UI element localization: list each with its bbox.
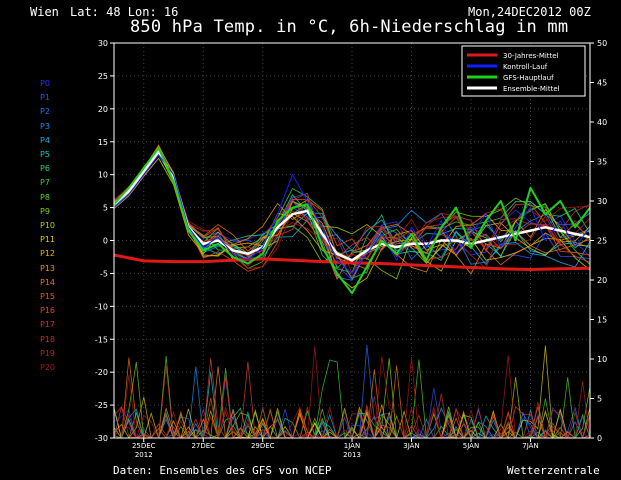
legend-label: Ensemble-Mittel (503, 85, 560, 93)
series-30-jahres-mittel (113, 253, 591, 271)
legend-label: Kontroll-Lauf (503, 63, 548, 71)
series-gfs-hauptlauf (113, 147, 591, 295)
left-tick-label: -5 (100, 269, 108, 278)
member-line (113, 146, 591, 270)
member-label: P6 (40, 164, 50, 174)
member-label: P1 (40, 93, 50, 103)
x-tick-label: 25DEC (132, 442, 156, 450)
left-tick-label: 20 (98, 105, 108, 114)
member-label: P7 (40, 178, 50, 188)
right-tick-label: 0 (597, 434, 602, 443)
highlighted-series (113, 147, 591, 295)
member-label: P12 (40, 249, 56, 259)
member-label: P17 (40, 320, 56, 330)
series-kontroll-lauf (113, 154, 591, 274)
member-label: P14 (40, 277, 56, 287)
left-tick-label: -30 (95, 434, 108, 443)
left-tick-label: -25 (95, 401, 108, 410)
x-tick-sublabel: 2013 (343, 451, 361, 459)
member-label: P19 (40, 348, 56, 358)
x-tick-label: 1JAN (344, 442, 360, 450)
legend-label: GFS-Hauptlauf (503, 74, 554, 82)
right-tick-label: 50 (597, 39, 607, 48)
member-label: P4 (40, 135, 50, 145)
axis-ticks: 302520151050-5-10-15-20-25-3050454035302… (95, 39, 607, 459)
brand-label: Wetterzentrale (507, 464, 600, 477)
member-label: P3 (40, 121, 50, 131)
left-tick-label: 5 (103, 204, 108, 213)
x-tick-label: 3JAN (403, 442, 419, 450)
right-tick-label: 25 (597, 237, 607, 246)
x-tick-sublabel: 2012 (135, 451, 153, 459)
x-tick-label: 29DEC (251, 442, 275, 450)
left-tick-label: 0 (103, 237, 108, 246)
x-tick-label: 27DEC (191, 442, 215, 450)
x-tick-label: 5JAN (463, 442, 479, 450)
member-line (113, 150, 591, 281)
member-label: P0 (40, 79, 50, 88)
x-tick-label: 7JAN (522, 442, 538, 450)
member-line (113, 152, 591, 263)
right-tick-label: 20 (597, 276, 607, 285)
member-label: P18 (40, 334, 56, 344)
member-line (113, 153, 591, 264)
member-label: P13 (40, 263, 56, 273)
member-label: P11 (40, 235, 56, 245)
right-tick-label: 15 (597, 316, 607, 325)
right-tick-label: 30 (597, 197, 607, 206)
member-label: P20 (40, 363, 56, 372)
series-ensemble-mittel (113, 150, 591, 262)
lat-lon: Lat: 48 Lon: 16 (70, 5, 179, 19)
left-tick-label: -20 (95, 368, 108, 377)
left-tick-label: 30 (98, 39, 108, 48)
data-source: Daten: Ensembles des GFS von NCEP (113, 464, 332, 477)
left-tick-label: -15 (95, 335, 108, 344)
member-label: P5 (40, 150, 50, 159)
left-tick-label: 15 (98, 138, 108, 147)
member-label: P15 (40, 292, 56, 301)
member-label: P10 (40, 221, 56, 230)
legend: 30-Jahres-Mittel Kontroll-Lauf GFS-Hauptla… (461, 45, 586, 97)
member-label: P2 (40, 107, 50, 117)
left-tick-label: -10 (95, 302, 108, 311)
left-tick-label: 10 (98, 171, 108, 180)
right-tick-label: 10 (597, 355, 607, 364)
member-line (113, 157, 591, 289)
right-tick-label: 5 (597, 395, 602, 404)
right-tick-label: 35 (597, 158, 607, 167)
member-label: P8 (40, 192, 50, 202)
right-tick-label: 40 (597, 118, 607, 127)
run-time: Mon,24DEC2012 00Z (468, 5, 591, 19)
precip-line (113, 345, 590, 440)
legend-label: 30-Jahres-Mittel (503, 52, 559, 60)
station-name: Wien (30, 5, 59, 19)
member-label: P16 (40, 306, 56, 316)
chart-title: 850 hPa Temp. in °C, 6h-Niederschlag in … (130, 17, 569, 37)
member-label: P9 (40, 206, 50, 216)
right-tick-label: 45 (597, 79, 607, 88)
left-tick-label: 25 (98, 72, 108, 81)
